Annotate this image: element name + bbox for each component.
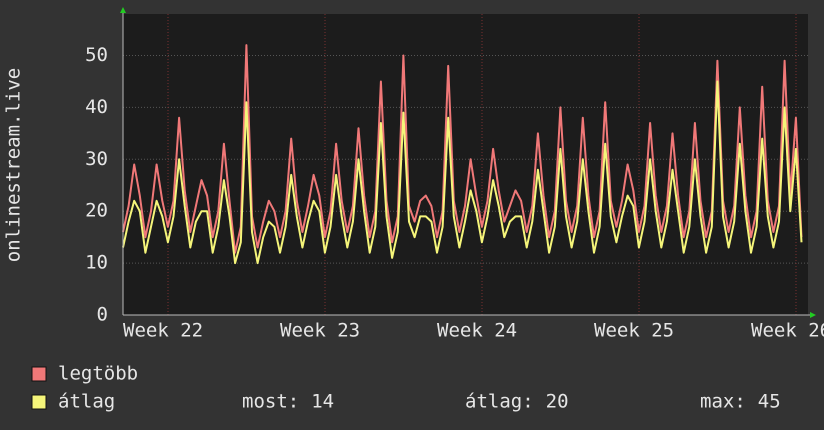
y-tick-label: 10	[85, 252, 108, 274]
legend-label: átlag	[58, 391, 115, 413]
y-tick-label: 30	[85, 148, 108, 170]
stat-label: most:	[242, 391, 299, 413]
y-tick-label: 20	[85, 200, 108, 222]
stat-value: 20	[546, 391, 569, 413]
stat-value: 45	[758, 391, 781, 413]
y-tick-label: 40	[85, 96, 108, 118]
y-axis-label: onlinestream.live	[3, 68, 25, 262]
series-line	[122, 80, 803, 265]
x-tick-label: Week 26	[751, 320, 824, 342]
legend-swatch	[31, 394, 47, 410]
x-tick-label: Week 25	[594, 320, 674, 342]
x-tick-label: Week 23	[280, 320, 360, 342]
y-tick-label: 50	[85, 44, 108, 66]
y-tick-label: 0	[97, 304, 108, 326]
stat-label: átlag:	[465, 391, 534, 413]
legend-label: legtöbb	[58, 363, 138, 385]
axis-arrow	[810, 312, 816, 318]
x-tick-label: Week 24	[437, 320, 517, 342]
legend-swatch	[31, 366, 47, 382]
series-line	[122, 44, 803, 254]
axis-arrow	[120, 7, 126, 13]
x-tick-label: Week 22	[123, 320, 203, 342]
stat-label: max:	[700, 391, 746, 413]
stat-value: 14	[311, 391, 334, 413]
